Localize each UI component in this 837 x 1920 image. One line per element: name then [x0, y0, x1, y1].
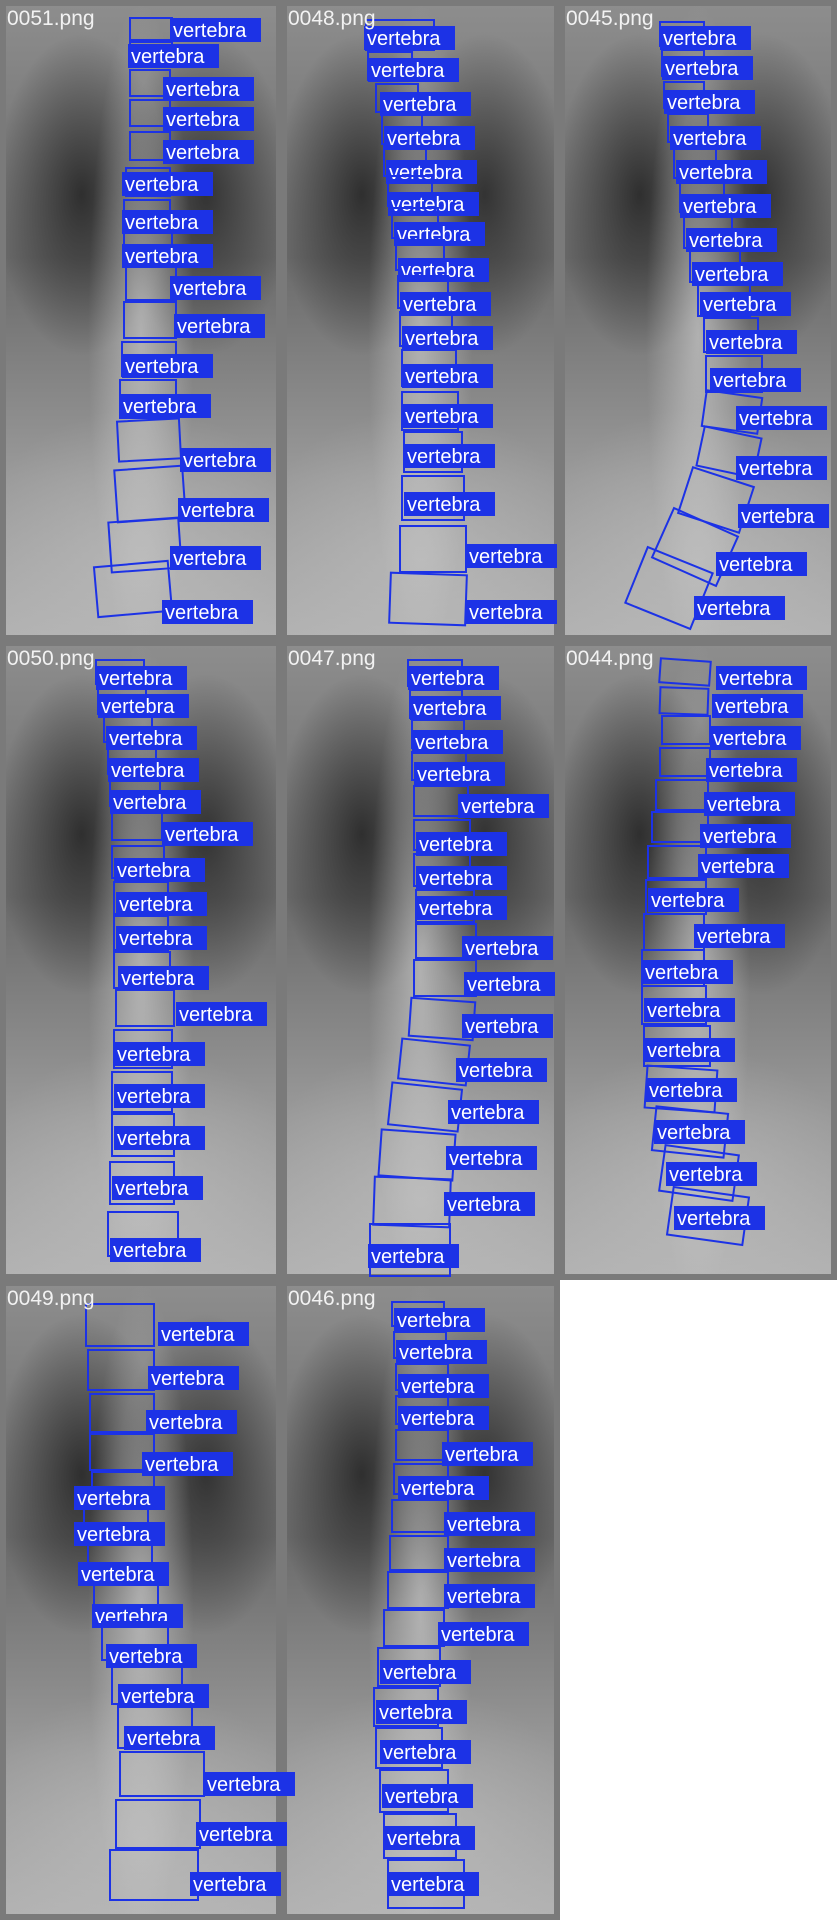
tile-filename: 0046.png	[288, 1287, 376, 1310]
xray-image	[287, 1286, 554, 1914]
xray-tile-0048: 0048.png	[281, 0, 560, 641]
xray-tile-0049: 0049.png	[0, 1280, 282, 1920]
xray-tile-0047: 0047.png	[281, 640, 560, 1280]
xray-image	[6, 6, 276, 635]
xray-tile-0044: 0044.png	[559, 640, 837, 1280]
tile-filename: 0045.png	[566, 7, 654, 30]
xray-tile-0051: 0051.png	[0, 0, 282, 641]
xray-tile-0050: 0050.png	[0, 640, 282, 1280]
xray-image	[6, 1286, 276, 1914]
tile-filename: 0044.png	[566, 647, 654, 670]
xray-tile-0045: 0045.png	[559, 0, 837, 641]
tile-filename: 0049.png	[7, 1287, 95, 1310]
tile-filename: 0047.png	[288, 647, 376, 670]
xray-image	[287, 6, 554, 635]
xray-image	[6, 646, 276, 1274]
xray-image	[565, 646, 831, 1274]
xray-image	[565, 6, 831, 635]
xray-image	[287, 646, 554, 1274]
tile-filename: 0051.png	[7, 7, 95, 30]
tile-filename: 0048.png	[288, 7, 376, 30]
xray-tile-0046: 0046.png	[281, 1280, 560, 1920]
tile-filename: 0050.png	[7, 647, 95, 670]
